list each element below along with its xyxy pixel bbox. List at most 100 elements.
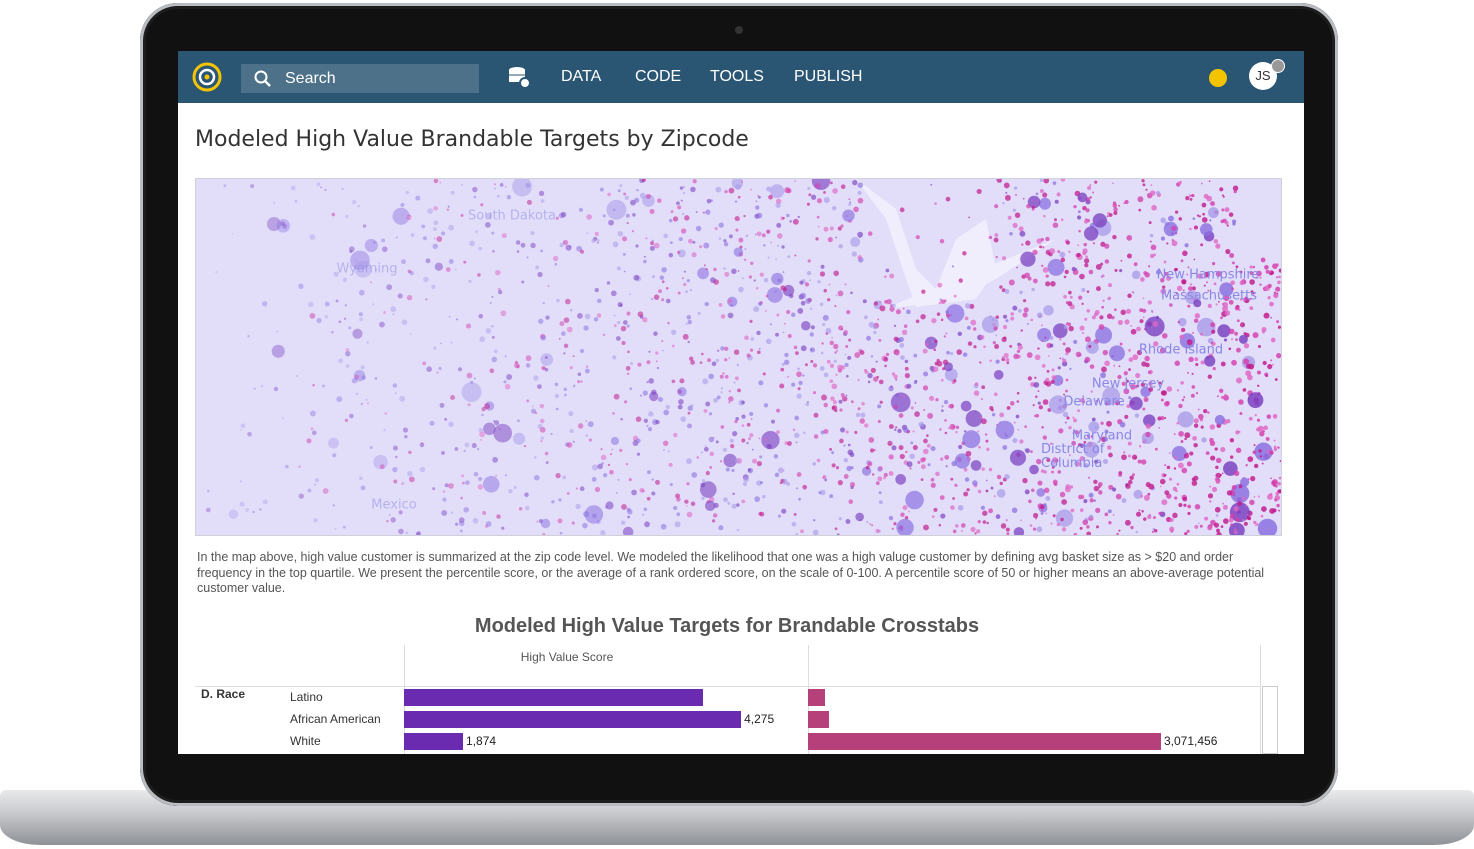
map-dot [611, 448, 614, 451]
map-dot [1213, 522, 1220, 528]
logo[interactable] [192, 62, 222, 92]
map-dot [1247, 392, 1264, 409]
map-dot [1124, 199, 1129, 205]
map-dot [939, 428, 942, 431]
data-icon[interactable] [507, 65, 533, 91]
map-dot [577, 380, 581, 384]
map-dot [734, 458, 740, 464]
map-dot [944, 454, 950, 460]
map-dot [626, 311, 631, 316]
map-dot [826, 359, 831, 364]
map-dot [1176, 389, 1180, 392]
map-dot [1182, 496, 1188, 502]
map-dot [1117, 319, 1123, 325]
avatar-menu[interactable] [1271, 59, 1285, 73]
map-dot [1039, 179, 1043, 182]
map-dot [804, 282, 810, 287]
map-dot [755, 200, 758, 203]
map-dot [964, 477, 970, 482]
map-dot [646, 360, 651, 365]
map-dot [1256, 270, 1262, 277]
map-dot [796, 393, 802, 399]
map-dot [559, 242, 564, 248]
map-dot [829, 494, 834, 499]
map-dot [1169, 303, 1173, 307]
map-dot [723, 497, 728, 503]
map-dot [906, 461, 913, 468]
map-dot [1200, 332, 1203, 336]
map-dot [708, 373, 714, 380]
map-dot [680, 416, 687, 423]
map-dot [1207, 374, 1213, 379]
map-dot [1206, 281, 1208, 284]
map-dot [579, 249, 585, 254]
notification-bell[interactable] [1209, 69, 1227, 87]
map-dot [1150, 184, 1153, 187]
map-dot [823, 191, 826, 194]
map-dot [702, 211, 705, 214]
map-dot [448, 421, 454, 427]
map-dot [494, 187, 496, 190]
map-dot [847, 355, 852, 360]
map-dot [720, 314, 726, 319]
map-dot [450, 190, 455, 195]
map-dot [753, 306, 760, 313]
map-dot [1220, 446, 1226, 453]
map-dot [636, 188, 639, 192]
nav-item[interactable]: CODE [635, 68, 682, 85]
map-dot [1102, 349, 1109, 356]
map-dot [537, 384, 542, 390]
map-dot [1035, 395, 1038, 399]
map-dot [1210, 455, 1216, 461]
map-dot [724, 358, 728, 362]
map-dot [953, 379, 957, 383]
map-dot [1119, 269, 1123, 273]
map-dot [1123, 388, 1130, 395]
map-dot [955, 430, 958, 434]
map-dot [857, 182, 864, 188]
map-dot [239, 501, 245, 507]
map-dot [1210, 201, 1215, 207]
map-dot [364, 238, 378, 253]
search-box[interactable]: Search [241, 64, 479, 93]
map-dot [504, 185, 507, 188]
nav-item[interactable]: DATA [561, 68, 602, 85]
map-dot [369, 446, 373, 449]
map[interactable] [195, 178, 1282, 536]
map-dot [594, 287, 600, 293]
map-dot [1195, 392, 1198, 395]
map-dot [1065, 240, 1071, 245]
map-dot [813, 434, 819, 439]
map-dot [653, 294, 660, 300]
map-dot [823, 429, 829, 435]
map-dot [1219, 187, 1224, 192]
map-dot [579, 348, 585, 354]
map-dot [1209, 424, 1216, 430]
map-dot [298, 493, 304, 499]
map-dot [945, 304, 965, 323]
map-dot [1048, 395, 1068, 414]
map-dot [1228, 517, 1234, 523]
map-dot [506, 195, 512, 200]
map-dot [888, 385, 894, 392]
map-dot [951, 265, 955, 268]
map-dot [404, 435, 408, 439]
map-dot [1231, 359, 1237, 366]
map-dot [1108, 521, 1112, 525]
map-dot [786, 213, 790, 218]
scrollbar[interactable] [1262, 686, 1278, 754]
map-dot [1143, 271, 1148, 275]
map-dot [1087, 185, 1092, 190]
nav-item[interactable]: PUBLISH [794, 68, 863, 85]
map-dot [314, 483, 316, 486]
map-dot [392, 207, 410, 225]
map-dot [593, 317, 599, 322]
map-dot [1013, 186, 1018, 190]
map-dot [1090, 390, 1093, 393]
map-dot [247, 431, 252, 437]
map-dot [1178, 217, 1183, 221]
map-dot [539, 418, 545, 424]
map-dot [1037, 347, 1040, 350]
nav-item[interactable]: TOOLS [710, 68, 764, 85]
map-dot [316, 317, 322, 324]
